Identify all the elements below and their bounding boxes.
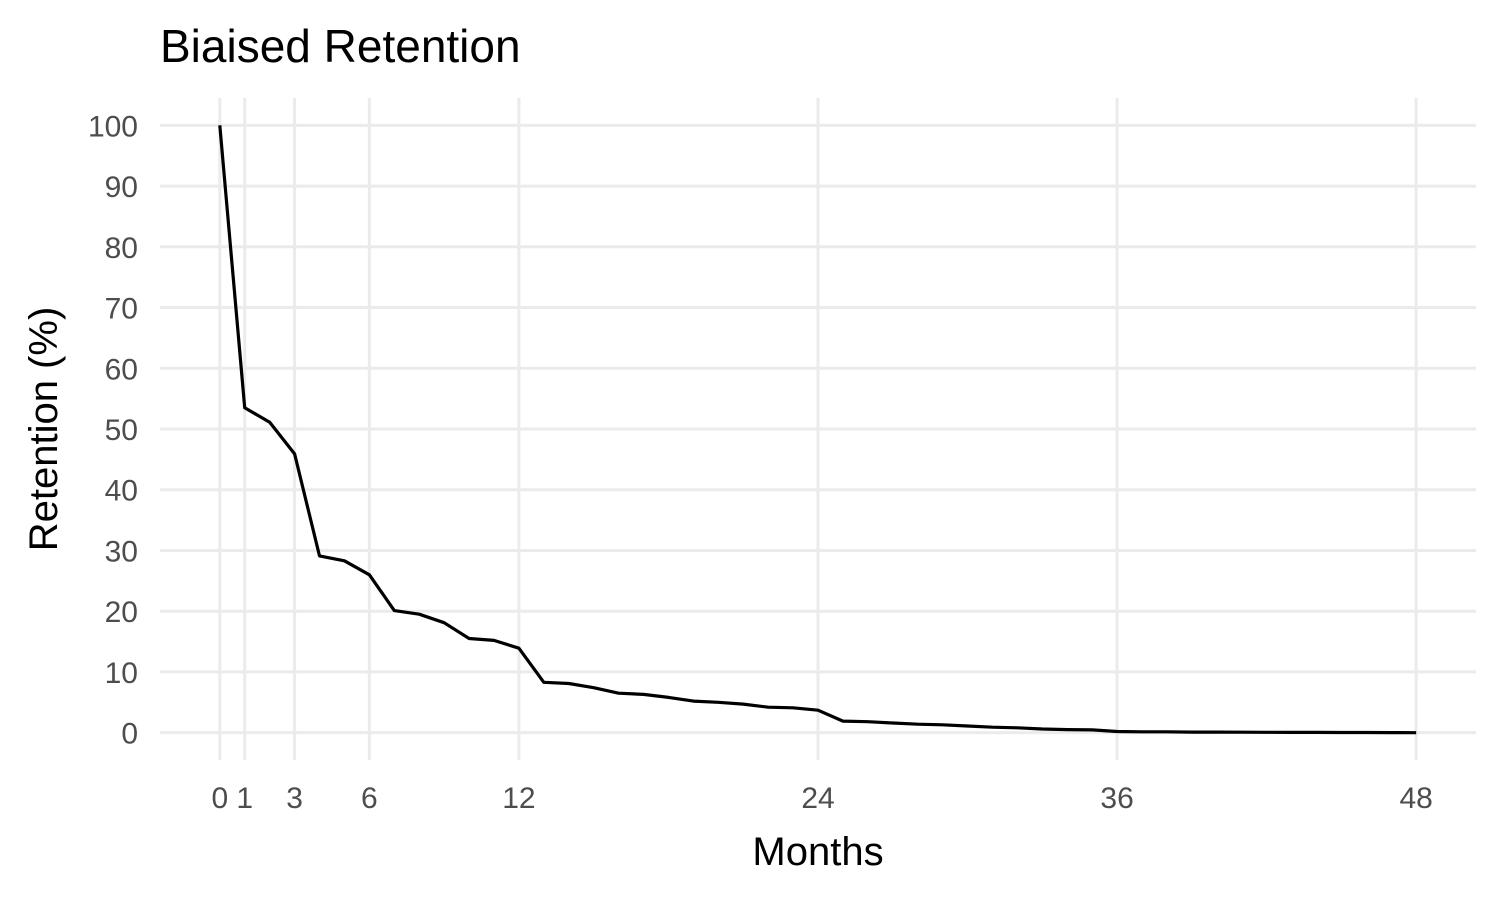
x-tick-label: 36 (1100, 782, 1133, 815)
y-tick-label: 70 (105, 293, 138, 326)
y-tick-labels: 0 10 20 30 40 50 60 70 80 90 100 (88, 110, 138, 750)
y-tick-label: 80 (105, 232, 138, 265)
y-tick-label: 100 (88, 110, 138, 143)
x-tick-label: 12 (502, 782, 535, 815)
x-tick-labels: 0 1 3 6 12 24 36 48 (211, 782, 1432, 815)
y-tick-label: 90 (105, 171, 138, 204)
chart-title: Biaised Retention (160, 20, 521, 72)
y-tick-label: 60 (105, 353, 138, 386)
y-tick-label: 0 (121, 718, 138, 751)
y-tick-label: 50 (105, 414, 138, 447)
grid-lines (160, 98, 1476, 760)
x-tick-label: 0 (211, 782, 228, 815)
x-tick-label: 24 (801, 782, 834, 815)
x-tick-label: 48 (1399, 782, 1432, 815)
y-axis-title: Retention (%) (22, 307, 66, 552)
retention-series-line (218, 125, 1417, 735)
x-tick-label: 6 (361, 782, 378, 815)
x-tick-label: 3 (286, 782, 303, 815)
y-tick-label: 30 (105, 535, 138, 568)
x-axis-title: Months (752, 830, 883, 874)
y-tick-label: 10 (105, 657, 138, 690)
y-tick-label: 40 (105, 475, 138, 508)
x-tick-label: 1 (236, 782, 253, 815)
y-tick-label: 20 (105, 596, 138, 629)
